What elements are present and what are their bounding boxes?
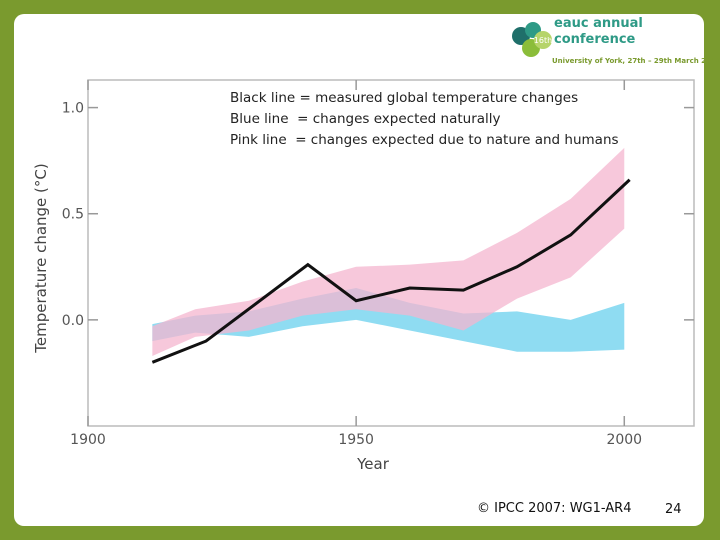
combined-band <box>152 147 625 356</box>
conference-logo: 16th eauc annual conference University o… <box>505 14 720 78</box>
logo-title-line2: conference <box>554 32 636 47</box>
logo-dates: University of York, 27th – 29th March 20… <box>552 57 720 65</box>
chart-ticks: 1900 1950 2000 1.0 0.5 0.0 <box>62 80 694 448</box>
chart-bands <box>152 147 625 356</box>
x-tick-label: 1900 <box>70 432 106 448</box>
observed-temperature-line <box>151 178 631 364</box>
y-tick-label: 0.5 <box>62 207 84 223</box>
source-credit: © IPCC 2007: WG1-AR4 <box>477 501 632 516</box>
legend-blue: Blue line = changes expected naturally <box>230 111 501 127</box>
y-tick-label: 0.0 <box>62 313 84 329</box>
x-tick-label: 1950 <box>338 432 374 448</box>
page-number: 24 <box>665 502 682 517</box>
x-tick-label: 2000 <box>606 432 642 448</box>
svg-text:16th: 16th <box>534 36 552 45</box>
logo-title-line1: eauc annual <box>554 16 643 31</box>
chart-lines <box>151 178 631 364</box>
y-axis-label: Temperature change (°C) <box>32 163 50 353</box>
legend-black: Black line = measured global temperature… <box>230 90 579 106</box>
y-tick-label: 1.0 <box>62 101 84 117</box>
legend-pink: Pink line = changes expected due to natu… <box>230 132 619 148</box>
logo-mark-icon: 16th <box>512 22 552 57</box>
x-axis-label: Year <box>356 455 390 473</box>
legend-text: Black line = measured global temperature… <box>230 88 619 151</box>
natural-band <box>152 288 625 352</box>
